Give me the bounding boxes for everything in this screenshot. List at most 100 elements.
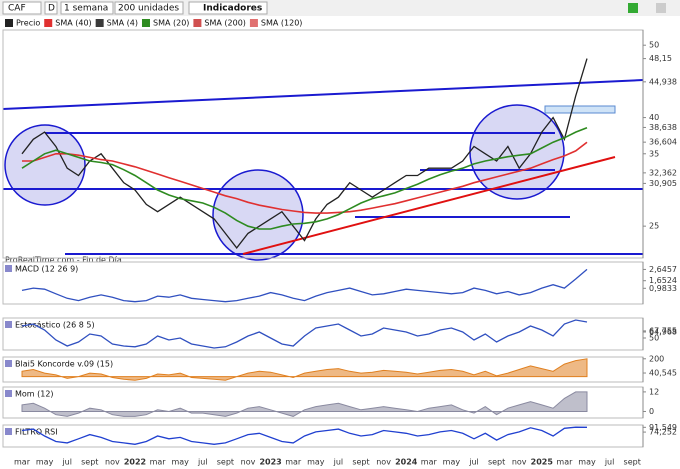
- x-tick-label: jul: [468, 458, 479, 467]
- y-tick-label: 200: [649, 354, 664, 363]
- icon-button[interactable]: [628, 3, 638, 13]
- symbol: CAF: [8, 4, 26, 14]
- y-tick-label: 32,362: [649, 168, 677, 177]
- indicators-box[interactable]: [188, 1, 268, 15]
- legend-label: SMA (4): [107, 19, 138, 28]
- panel-icon: [5, 265, 12, 272]
- y-tick-label: 50: [649, 334, 659, 343]
- panel-icon: [5, 428, 12, 435]
- y-tick-label: 2,6457: [649, 265, 677, 274]
- legend: Precio SMA (40) SMA (4) SMA (20) SMA (200) SM…: [5, 19, 302, 28]
- series-line: [22, 141, 588, 214]
- annotations: [2, 79, 644, 261]
- y-tick-label: 30,905: [649, 179, 677, 188]
- units-box[interactable]: [114, 1, 184, 15]
- circle-annotation: [4, 124, 86, 206]
- panel-title: Estocástico (26 8 5): [15, 321, 95, 330]
- legend-swatch: [193, 19, 202, 27]
- circle-annotation: [212, 169, 304, 261]
- panel-title: Mom (12): [15, 390, 54, 399]
- y-tick-label: 40: [649, 113, 659, 122]
- circle-annotation: [469, 104, 565, 200]
- x-tick-label: may: [578, 458, 596, 467]
- y-tick-label: 12: [649, 387, 659, 396]
- legend-label: SMA (120): [261, 19, 303, 28]
- legend-swatch: [44, 19, 53, 27]
- series-line: [21, 319, 588, 349]
- indicators: Indicadores: [203, 4, 262, 14]
- y-tick-label: 0,9833: [649, 284, 677, 293]
- trend-line: [242, 156, 616, 255]
- units: 200 unidades: [118, 4, 179, 14]
- y-tick-label: 36,604: [649, 138, 677, 147]
- panel-title: FILTRO RSI: [15, 428, 58, 437]
- y-tick-label: 67,755: [649, 326, 677, 335]
- y-tick-label: 25: [649, 222, 659, 231]
- x-tick-label: mar: [421, 458, 438, 467]
- y-tick-label: 40,545: [649, 369, 677, 378]
- area: [21, 358, 588, 381]
- x-tick-label: may: [307, 458, 325, 467]
- x-tick-label: mar: [285, 458, 302, 467]
- x-tick-label: may: [171, 458, 189, 467]
- series-line: [21, 126, 588, 230]
- icon-button[interactable]: [656, 3, 666, 13]
- legend-label: SMA (40): [55, 19, 91, 28]
- x-tick-label: sept: [352, 458, 369, 467]
- y-tick-label: 44,938: [649, 77, 677, 86]
- x-tick-label: jul: [604, 458, 615, 467]
- y-tick-label: 48,15: [649, 54, 672, 63]
- panel-title: MACD (12 26 9): [15, 265, 78, 274]
- legend-swatch: [249, 19, 258, 27]
- mode-box[interactable]: [44, 1, 58, 15]
- legend-swatch: [5, 19, 13, 27]
- panel-icon: [5, 321, 12, 328]
- legend-swatch: [141, 19, 150, 27]
- series-line: [21, 268, 588, 303]
- x-tick-label: nov: [376, 458, 391, 467]
- series-line: [21, 58, 588, 249]
- x-tick-label: may: [443, 458, 461, 467]
- panel-title: Blai5 Koncorde v.09 (15): [15, 360, 113, 369]
- x-tick-label: nov: [241, 458, 256, 467]
- area: [21, 391, 588, 417]
- y-tick-label: 50: [649, 41, 659, 50]
- y-tick-label: 74,252: [649, 428, 677, 437]
- period: 1 semana: [64, 4, 108, 14]
- x-tick-label: sept: [624, 458, 641, 467]
- zone-box: [544, 105, 616, 114]
- x-tick-label: jul: [197, 458, 208, 467]
- x-tick-label: 2025: [531, 458, 554, 467]
- x-tick-label: sept: [81, 458, 98, 467]
- x-tick-label: sept: [217, 458, 234, 467]
- x-tick-label: sept: [488, 458, 505, 467]
- mode: D: [48, 4, 55, 14]
- x-tick-label: nov: [105, 458, 120, 467]
- panel-icon: [5, 390, 12, 397]
- x-tick-label: 2022: [124, 458, 146, 467]
- y-tick-label: 35: [649, 149, 659, 158]
- x-tick-label: mar: [14, 458, 31, 467]
- x-tick-label: mar: [150, 458, 167, 467]
- y-tick-label: 64,968: [649, 328, 677, 337]
- y-tick-label: 38,638: [649, 123, 677, 132]
- x-tick-label: 2024: [395, 458, 418, 467]
- panel-icon: [5, 360, 12, 367]
- y-tick-label: 1,6524: [649, 276, 677, 285]
- x-tick-label: jul: [333, 458, 344, 467]
- legend-label: SMA (200): [204, 19, 246, 28]
- symbol-box[interactable]: [2, 1, 42, 15]
- y-tick-label: 91,549: [649, 423, 677, 432]
- y-tick-label: 0: [649, 407, 654, 416]
- period-box[interactable]: [60, 1, 114, 15]
- series-line: [21, 426, 588, 445]
- x-tick-label: 2023: [259, 458, 281, 467]
- x-tick-label: nov: [512, 458, 527, 467]
- x-tick-label: mar: [556, 458, 573, 467]
- x-tick-label: may: [36, 458, 54, 467]
- trend-line: [2, 79, 644, 110]
- legend-label: SMA (20): [153, 19, 189, 28]
- x-tick-label: jul: [61, 458, 72, 467]
